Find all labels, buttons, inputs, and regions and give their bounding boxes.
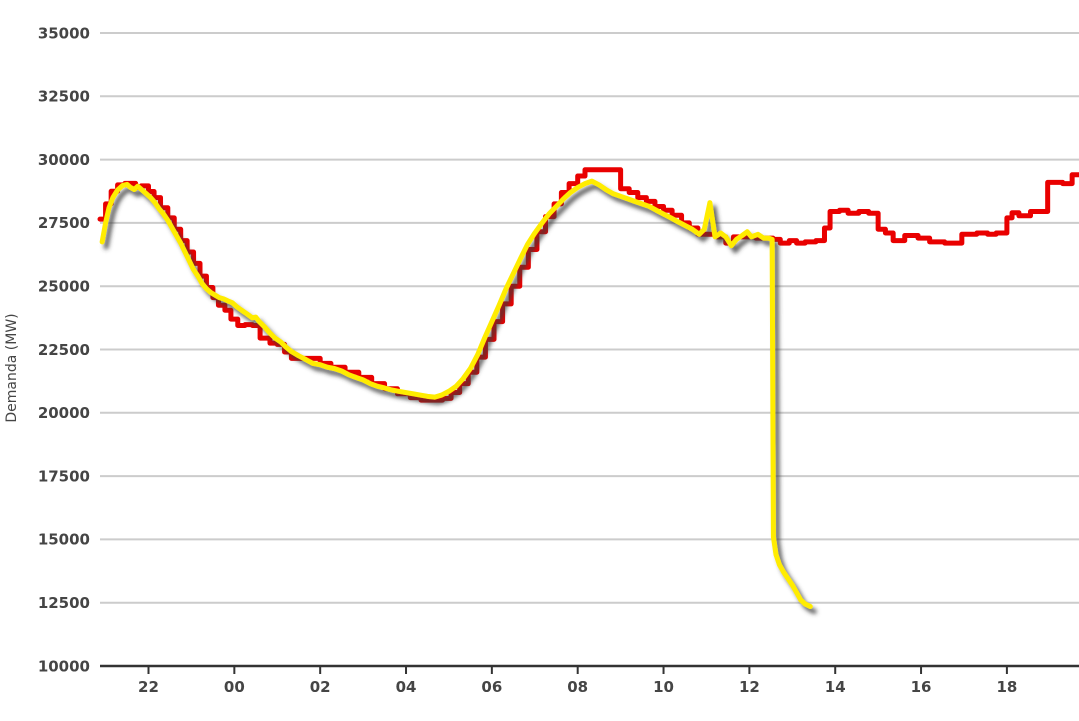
x-tick-label: 16: [911, 678, 932, 696]
y-tick-label: 35000: [38, 24, 90, 42]
x-tick-label: 04: [396, 678, 417, 696]
y-tick-label: 22500: [38, 341, 90, 359]
red-stepped-line: [97, 167, 1079, 403]
y-tick-label: 12500: [38, 594, 90, 612]
axes: 35000 32500 30000 27500 25000 22500 20000 17500…: [38, 24, 1018, 696]
y-tick-label: 25000: [38, 277, 90, 295]
x-tick-label: 02: [310, 678, 331, 696]
y-tick-label: 20000: [38, 404, 90, 422]
x-tick-label: 22: [138, 678, 159, 696]
y-tick-label: 10000: [38, 657, 90, 675]
y-tick-label: 15000: [38, 531, 90, 549]
x-tick-label: 00: [224, 678, 245, 696]
y-axis-title: Demanda (MW): [4, 313, 20, 422]
x-tick-label: 08: [567, 678, 588, 696]
data-series: [97, 167, 1079, 609]
x-tick-label: 14: [825, 678, 846, 696]
yellow-shadowed-line: [99, 178, 813, 609]
x-tick-label: 12: [739, 678, 760, 696]
y-tick-label: 17500: [38, 467, 90, 485]
x-tick-label: 10: [653, 678, 674, 696]
y-tick-label: 27500: [38, 214, 90, 232]
y-tick-label: 32500: [38, 88, 90, 106]
y-tick-label: 30000: [38, 151, 90, 169]
x-tick-label: 06: [481, 678, 502, 696]
gridlines: [100, 32, 1079, 668]
x-tick-label: 18: [996, 678, 1017, 696]
